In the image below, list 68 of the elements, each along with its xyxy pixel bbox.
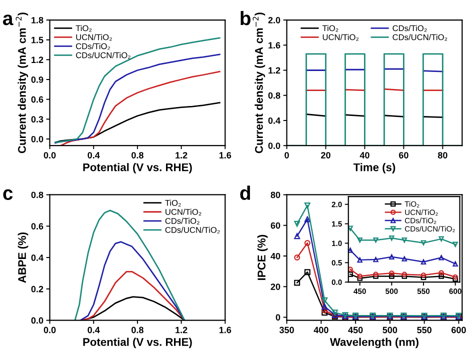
x-tick-label: 350 xyxy=(279,326,294,334)
x-tick-label: 0 xyxy=(284,152,289,158)
y-tick-label: 0.2 xyxy=(31,286,44,292)
y-tick-label: 20 xyxy=(270,284,280,290)
x-tick-label: 600 xyxy=(452,326,466,334)
y-tick-label: 0.0 xyxy=(31,136,44,142)
legend-label: CDs/UCN/TiO₂ xyxy=(392,34,448,41)
y-tick-label: 0.8 xyxy=(268,92,280,99)
y-tick-label: 0 xyxy=(276,314,280,321)
text: b xyxy=(240,10,250,26)
y-tick-label: 1.5 xyxy=(32,36,44,44)
x-axis-title: Wavelength (nm) xyxy=(330,338,418,348)
legend-label: CDs/UCN/TiO₂ xyxy=(76,52,130,59)
legend-label: UCN/TiO₂ xyxy=(322,34,359,41)
y-tick-label: 80 xyxy=(270,192,280,198)
y-tick-label: 0.6 xyxy=(31,96,44,103)
x-tick-label: 0.0 xyxy=(44,152,56,158)
text: d xyxy=(240,186,250,200)
legend-label: CDs/TiO₂ xyxy=(76,43,110,50)
x-tick-label: 60 xyxy=(399,152,408,158)
y-axis-title: Current density (mA cm$^{−2}$) xyxy=(16,12,28,154)
y-tick-label: 0.0 xyxy=(268,142,280,149)
y-tick-label: 2.0 xyxy=(268,16,280,24)
x-tick-label: 0.8 xyxy=(132,326,144,334)
y-tick-label: 60 xyxy=(270,222,280,229)
x-axis-title: Potential (V vs. RHE) xyxy=(83,163,192,174)
y-tick-label: 1.2 xyxy=(32,56,44,63)
legend-label: CDs/UCN/TiO₂ xyxy=(165,226,220,234)
x-tick-label: 1.6 xyxy=(219,152,232,158)
x-tick-label: 20 xyxy=(321,152,330,158)
y-tick-label: 40 xyxy=(270,252,280,260)
y-tick-label: 0.4 xyxy=(31,254,44,261)
y-tick-label: 0.9 xyxy=(31,76,44,83)
y-tick-label: 1.8 xyxy=(32,16,44,24)
x-axis-title: Potential (V vs. RHE) xyxy=(83,338,192,348)
x-tick-label: 450 xyxy=(348,326,363,334)
x-tick-label: 400 xyxy=(314,326,328,334)
x-tick-label: 1.6 xyxy=(219,326,232,334)
x-tick-label: 1.2 xyxy=(176,152,188,158)
x-tick-label: 0.8 xyxy=(132,152,144,158)
x-tick-label: 80 xyxy=(438,152,448,158)
y-axis-title: IPCE (%) xyxy=(257,234,268,280)
text: c xyxy=(3,189,13,200)
y-tick-label: 0.3 xyxy=(31,116,44,123)
x-tick-label: 550 xyxy=(417,326,432,334)
legend-label: UCN/TiO₂ xyxy=(76,34,112,41)
legend-label: CDs/TiO₂ xyxy=(165,218,200,225)
x-tick-label: 500 xyxy=(382,326,398,334)
legend-label: CDs/TiO₂ xyxy=(392,25,427,32)
y-tick-label: 0.6 xyxy=(31,223,44,230)
y-axis-title: ABPE (%) xyxy=(18,232,28,283)
legend-label: TiO₂ xyxy=(76,25,92,32)
y-axis-title: Current density (mA cm$^{−2}$) xyxy=(252,12,266,154)
x-tick-label: 0.4 xyxy=(88,326,100,334)
y-tick-label: 0.8 xyxy=(31,192,44,198)
x-tick-label: 1.2 xyxy=(176,326,188,334)
x-tick-label: 0.0 xyxy=(44,326,56,334)
x-axis-title: Time (s) xyxy=(353,163,396,174)
y-tick-label: 0.4 xyxy=(268,117,280,124)
y-tick-label: 1.6 xyxy=(268,42,280,48)
y-tick-label: 0.0 xyxy=(31,317,44,324)
y-tick-label: 1.2 xyxy=(268,67,280,74)
x-tick-label: 40 xyxy=(360,152,370,158)
text: a xyxy=(2,14,14,26)
legend-label: UCN/TiO₂ xyxy=(166,208,202,216)
legend-label: TiO₂ xyxy=(165,200,181,206)
legend-label: TiO₂ xyxy=(322,25,338,32)
x-tick-label: 0.4 xyxy=(88,152,100,158)
